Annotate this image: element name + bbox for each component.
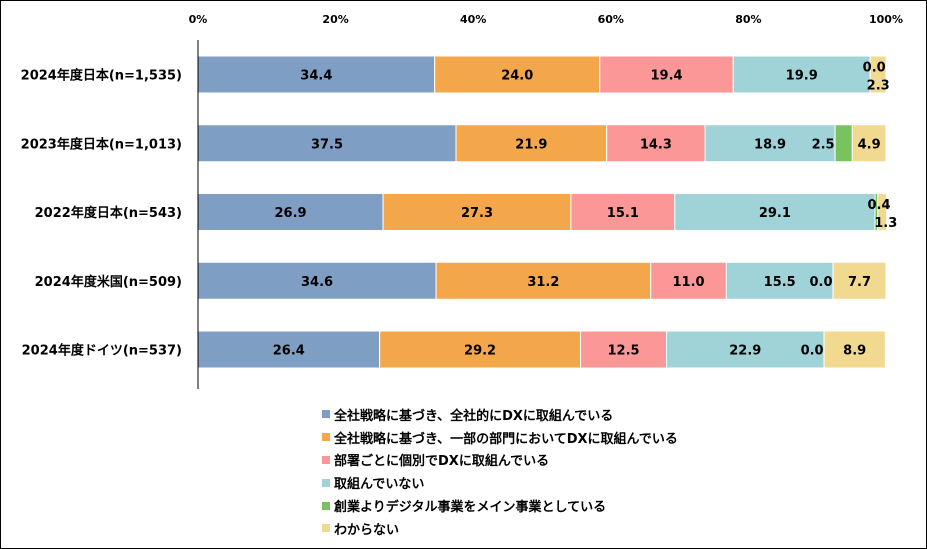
- bar-segment: [851, 124, 887, 163]
- data-label: 31.2: [527, 275, 559, 290]
- data-label: 34.4: [300, 69, 332, 84]
- legend-label: 取組んでいない: [334, 477, 425, 493]
- data-label: 0.4: [867, 198, 890, 213]
- x-tick-label: 100%: [869, 13, 903, 26]
- legend-label: 全社戦略に基づき、全社的にDXに取組んでいる: [334, 408, 614, 424]
- bar-segment: [580, 330, 668, 369]
- legend-label: 全社戦略に基づき、一部の部門においてDXに取組んでいる: [334, 431, 678, 447]
- legend-label: 部署ごとに個別でDXに取組んでいる: [334, 454, 550, 470]
- bar-segment: [877, 193, 888, 231]
- data-label: 15.1: [607, 206, 639, 221]
- category-label: 2023年度日本(n=1,013): [21, 136, 182, 152]
- x-tick-label: 20%: [322, 13, 348, 26]
- data-label: 29.1: [759, 206, 791, 221]
- bar-segment: [869, 55, 887, 94]
- data-label: 0.0: [863, 61, 886, 76]
- data-label: 0.0: [801, 344, 824, 359]
- x-tick-label: 60%: [598, 13, 624, 26]
- data-label: 1.3: [874, 216, 897, 231]
- data-label: 26.4: [273, 344, 305, 359]
- x-tick-label: 0%: [189, 13, 208, 26]
- bar-segment: [197, 193, 384, 231]
- data-label: 11.0: [673, 275, 705, 290]
- legend-swatch: [322, 455, 330, 464]
- legend-item: 部署ごとに個別でDXに取組んでいる: [322, 449, 678, 472]
- x-tick-label: 80%: [735, 13, 761, 26]
- bar-segment: [650, 261, 727, 300]
- data-label: 12.5: [607, 344, 639, 359]
- data-label: 0.0: [810, 275, 833, 290]
- data-label: 34.6: [301, 275, 333, 290]
- legend-item: 創業よりデジタル事業をメイン事業としている: [322, 494, 678, 517]
- x-tick-label: 40%: [460, 13, 486, 26]
- data-label: 14.3: [640, 137, 672, 152]
- bar-segment: [666, 330, 825, 369]
- data-labels: 34.4 24.0 19.4 19.9 0.0 2.3 37.5 21.9 14.3 18.9 2.…: [273, 61, 897, 359]
- category-label: 2024年度ドイツ(n=537): [22, 343, 182, 359]
- legend-swatch: [322, 433, 330, 442]
- legend-item: 全社戦略に基づき、全社的にDXに取組んでいる: [322, 403, 678, 426]
- category-labels: 2024年度日本(n=1,535) 2023年度日本(n=1,013) 2022年度…: [21, 68, 182, 359]
- legend: 全社戦略に基づき、全社的にDXに取組んでいる全社戦略に基づき、一部の部門において…: [322, 403, 678, 540]
- legend-item: わからない: [322, 517, 678, 540]
- bar-segment: [570, 193, 676, 231]
- data-label: 4.9: [858, 137, 881, 152]
- data-label: 29.2: [464, 344, 496, 359]
- bar-segment: [834, 124, 853, 163]
- bar-segment: [732, 55, 871, 94]
- data-label: 19.4: [650, 69, 682, 84]
- data-label: 8.9: [843, 344, 866, 359]
- data-label: 21.9: [515, 137, 547, 152]
- data-label: 2.5: [812, 137, 835, 152]
- bars: [197, 55, 888, 369]
- data-label: 15.5: [764, 275, 796, 290]
- legend-swatch: [322, 524, 330, 533]
- bar-segment: [435, 261, 652, 300]
- data-label: 22.9: [729, 344, 761, 359]
- data-label: 19.9: [786, 69, 818, 84]
- legend-swatch: [322, 410, 330, 419]
- bar-segment: [197, 330, 381, 369]
- bar-segment: [704, 124, 836, 163]
- bar-segment: [434, 55, 601, 94]
- bar-segment: [832, 261, 887, 300]
- data-label: 37.5: [311, 137, 343, 152]
- legend-label: 創業よりデジタル事業をメイン事業としている: [334, 500, 607, 516]
- data-label: 18.9: [754, 137, 786, 152]
- legend-item: 全社戦略に基づき、一部の部門においてDXに取組んでいる: [322, 426, 678, 449]
- category-label: 2022年度日本(n=543): [35, 205, 182, 221]
- bar-segment: [674, 193, 876, 231]
- data-label: 7.7: [848, 275, 871, 290]
- x-axis-ticks: 0% 20% 40% 60% 80% 100%: [189, 13, 903, 26]
- data-label: 2.3: [867, 79, 890, 94]
- data-label: 27.3: [461, 206, 493, 221]
- bar-segment: [599, 55, 734, 94]
- data-label: 24.0: [501, 69, 533, 84]
- legend-swatch: [322, 478, 330, 487]
- legend-swatch: [322, 501, 330, 510]
- legend-item: 取組んでいない: [322, 471, 678, 494]
- bar-segment: [382, 193, 572, 231]
- bar-segment: [725, 261, 834, 300]
- category-label: 2024年度日本(n=1,535): [21, 68, 182, 84]
- data-label: 26.9: [274, 206, 306, 221]
- category-label: 2024年度米国(n=509): [35, 274, 182, 290]
- bar-segment: [455, 124, 608, 163]
- legend-label: わからない: [334, 522, 400, 538]
- bar-segment: [823, 330, 886, 369]
